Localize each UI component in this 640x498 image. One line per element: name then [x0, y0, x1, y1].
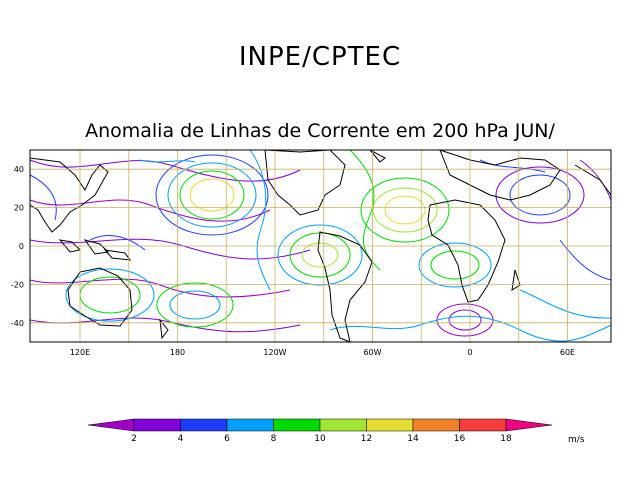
- colorbar-tick-label: 6: [224, 434, 230, 444]
- colorbar-tick-label: 18: [500, 434, 512, 444]
- map-plot-area: [29, 149, 612, 343]
- colorbar-tick-label: 4: [178, 434, 184, 444]
- lon-tick-label: 120E: [70, 348, 90, 357]
- colorbar-tick-label: 2: [131, 434, 137, 444]
- lat-tick-label: -20: [11, 280, 24, 289]
- latitude-labels: 40 20 0 -20 -40: [11, 165, 24, 328]
- page-title: INPE/CPTEC: [238, 42, 402, 72]
- colorbar-segment: [366, 418, 414, 432]
- map-subtitle: Anomalia de Linhas de Corrente em 200 hP…: [85, 120, 555, 142]
- longitude-labels: 120E 180 120W 60W 0 60E: [70, 348, 575, 357]
- colorbar: 2 4 6 8 10 12 14 16 18: [87, 418, 553, 444]
- colorbar-tick-label: 16: [454, 434, 466, 444]
- colorbar-unit: m/s: [568, 435, 585, 445]
- colorbar-segment: [133, 418, 181, 432]
- colorbar-segment: [412, 418, 460, 432]
- colorbar-tick-label: 12: [361, 434, 372, 444]
- streamlines: [29, 149, 612, 342]
- colorbar-segment: [319, 418, 367, 432]
- lat-tick-label: -40: [11, 319, 24, 328]
- lon-tick-label: 60W: [363, 348, 381, 357]
- lat-tick-label: 40: [14, 165, 24, 174]
- colorbar-segment: [87, 418, 135, 432]
- colorbar-segment: [273, 418, 321, 432]
- colorbar-tick-label: 8: [271, 434, 277, 444]
- lat-tick-label: 20: [14, 204, 24, 213]
- colorbar-segment: [180, 418, 228, 432]
- colorbar-tick-label: 10: [314, 434, 326, 444]
- lat-tick-label: 0: [19, 242, 24, 251]
- lon-tick-label: 180: [170, 348, 185, 357]
- colorbar-segment: [226, 418, 274, 432]
- lon-tick-label: 120W: [263, 348, 286, 357]
- colorbar-tick-label: 14: [407, 434, 419, 444]
- map-frame: [29, 149, 612, 343]
- lon-tick-label: 60E: [560, 348, 575, 357]
- colorbar-segment: [505, 418, 553, 432]
- map-gridlines: [30, 150, 611, 342]
- lon-tick-label: 0: [467, 348, 472, 357]
- colorbar-segment: [459, 418, 507, 432]
